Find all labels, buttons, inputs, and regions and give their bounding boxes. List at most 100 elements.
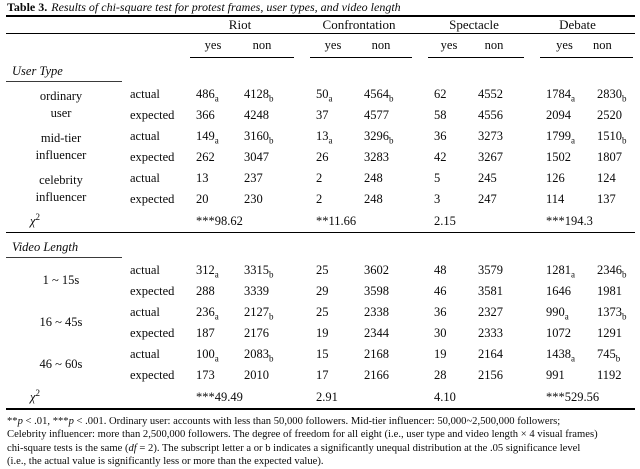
cell-confrontation-non: 2168 bbox=[364, 347, 389, 361]
cell-spectacle-yes: 3 bbox=[434, 192, 441, 206]
cell-riot-non: 3160b bbox=[244, 129, 274, 146]
cell-confrontation-non: 4564b bbox=[364, 87, 394, 104]
cell-spectacle-yes: 58 bbox=[434, 108, 447, 122]
cell-debate-yes: 2094 bbox=[546, 108, 571, 122]
cell-spectacle-non: 3273 bbox=[478, 129, 503, 143]
chi-value-riot: ***98.62 bbox=[196, 213, 243, 228]
cell-confrontation-non: 248 bbox=[364, 171, 383, 185]
section-header-user-type: User Type bbox=[6, 64, 122, 82]
row-type-expected: expected bbox=[130, 108, 175, 122]
chi-value-confrontation: **11.66 bbox=[316, 213, 357, 228]
cell-debate-non: 745b bbox=[597, 347, 621, 364]
cell-riot-yes: 173 bbox=[196, 368, 215, 382]
cell-spectacle-non: 247 bbox=[478, 192, 497, 206]
cell-spectacle-yes: 48 bbox=[434, 263, 447, 277]
cell-confrontation-non: 4577 bbox=[364, 108, 389, 122]
row-type-actual: actual bbox=[130, 263, 160, 277]
subheader-spectacle-yes: yes bbox=[440, 38, 458, 52]
cell-debate-non: 1192 bbox=[597, 368, 622, 382]
group-header-spectacle: Spectacle bbox=[428, 17, 540, 34]
cell-riot-non: 3047 bbox=[244, 150, 269, 164]
table-caption: Results of chi-square test for protest f… bbox=[51, 0, 401, 14]
row-type-expected: expected bbox=[130, 284, 175, 298]
cell-debate-non: 2520 bbox=[597, 108, 622, 122]
cell-confrontation-non: 2338 bbox=[364, 305, 389, 319]
row-label-mid-tier-influencer: mid-tier influencer bbox=[35, 130, 87, 163]
footnote-line: Celebrity influencer: more than 2,500,00… bbox=[7, 429, 598, 441]
cell-riot-non: 237 bbox=[244, 171, 263, 185]
cell-debate-yes: 990a bbox=[546, 305, 569, 322]
cell-confrontation-non: 3598 bbox=[364, 284, 389, 298]
cell-riot-non: 230 bbox=[244, 192, 263, 206]
cell-riot-yes: 312a bbox=[196, 263, 219, 280]
cell-riot-non: 2083b bbox=[244, 347, 274, 364]
cell-spectacle-yes: 42 bbox=[434, 150, 447, 164]
cell-confrontation-yes: 37 bbox=[316, 108, 329, 122]
cell-riot-yes: 187 bbox=[196, 326, 215, 340]
cell-debate-yes: 1646 bbox=[546, 284, 571, 298]
cell-spectacle-non: 4552 bbox=[478, 87, 503, 101]
cell-spectacle-yes: 36 bbox=[434, 305, 447, 319]
cell-riot-yes: 100a bbox=[196, 347, 219, 364]
cell-spectacle-non: 4556 bbox=[478, 108, 503, 122]
cell-confrontation-yes: 17 bbox=[316, 368, 329, 382]
table-row-ordinary-user-actual: ordinary user actual 486a 4128b 50a 4564b 62 455… bbox=[6, 84, 635, 120]
row-type-expected: expected bbox=[130, 368, 175, 382]
cell-riot-yes: 366 bbox=[196, 108, 215, 122]
cell-confrontation-non: 3296b bbox=[364, 129, 394, 146]
table-row-ordinary-user-expected: expected 366 4248 37 4577 58 4556 2094 2520 bbox=[6, 105, 635, 126]
table-title: Table 3. Results of chi-square test for p… bbox=[6, 1, 635, 17]
cell-confrontation-yes: 25 bbox=[316, 263, 329, 277]
cell-spectacle-yes: 19 bbox=[434, 347, 447, 361]
section-header-row-video-length: Video Length bbox=[6, 232, 635, 260]
cell-spectacle-yes: 62 bbox=[434, 87, 447, 101]
cell-riot-yes: 236a bbox=[196, 305, 219, 322]
row-type-actual: actual bbox=[130, 87, 160, 101]
table-row-celebrity-influencer-actual: celebrity influencer actual 13 237 2 248 5 245 12… bbox=[6, 168, 635, 204]
table-row-celebrity-influencer-expected: expected 20 230 2 248 3 247 114 137 bbox=[6, 189, 635, 210]
row-type-actual: actual bbox=[130, 171, 160, 185]
subheader-debate-non: non bbox=[593, 38, 612, 52]
cell-debate-yes: 991 bbox=[546, 368, 565, 382]
cell-confrontation-yes: 2 bbox=[316, 171, 323, 185]
footnote-line: chi-square tests is the same (df = 2). T… bbox=[7, 442, 581, 454]
cell-spectacle-non: 2333 bbox=[478, 326, 503, 340]
cell-spectacle-yes: 46 bbox=[434, 284, 447, 298]
subheader-riot-yes: yes bbox=[204, 38, 222, 52]
yes-non-header-row: yes non yes non yes non yes non bbox=[6, 34, 635, 56]
pair-rule-debate bbox=[540, 55, 635, 59]
cell-riot-yes: 20 bbox=[196, 192, 209, 206]
cell-debate-yes: 1799a bbox=[546, 129, 575, 146]
group-header-debate: Debate bbox=[540, 17, 635, 34]
table-row-mid-tier-influencer-actual: mid-tier influencer actual 149a 3160b 13a 3296… bbox=[6, 126, 635, 162]
row-label-1-15s: 1 ~ 15s bbox=[42, 273, 80, 288]
chi-value-riot: ***49.49 bbox=[196, 389, 243, 404]
table-row-1-15s-expected: expected 288 3339 29 3598 46 3581 1646 1981 bbox=[6, 281, 635, 302]
cell-riot-non: 3315b bbox=[244, 263, 274, 280]
cell-debate-yes: 1438a bbox=[546, 347, 575, 364]
cell-spectacle-non: 2164 bbox=[478, 347, 503, 361]
cell-riot-non: 4248 bbox=[244, 108, 269, 122]
footnote-line: (i.e., the actual value is significantly… bbox=[7, 456, 324, 468]
cell-spectacle-yes: 30 bbox=[434, 326, 447, 340]
cell-confrontation-non: 3602 bbox=[364, 263, 389, 277]
cell-debate-non: 2830b bbox=[597, 87, 627, 104]
chi-square-row-user-type: χ2 ***98.62 **11.66 2.15 ***194.3 bbox=[6, 210, 635, 233]
frame-group-header-row: Riot Confrontation Spectacle Debate bbox=[6, 17, 635, 34]
footnote-line: **p < .01, ***p < .001. Ordinary user: a… bbox=[7, 416, 561, 427]
chi-value-spectacle: 2.15 bbox=[434, 213, 456, 228]
cell-debate-yes: 126 bbox=[546, 171, 565, 185]
row-label-celebrity-influencer: celebrity influencer bbox=[35, 172, 87, 205]
row-label-16-45s: 16 ~ 45s bbox=[39, 315, 83, 330]
row-label-ordinary-user: ordinary user bbox=[39, 88, 83, 121]
subheader-spectacle-non: non bbox=[484, 38, 504, 52]
section-header-row-user-type: User Type bbox=[6, 59, 635, 84]
chi-square-label: χ2 bbox=[30, 387, 40, 404]
table-row-46-60s-actual: 46 ~ 60s actual 100a 2083b 15 2168 19 2164 1438a… bbox=[6, 344, 635, 371]
cell-confrontation-non: 248 bbox=[364, 192, 383, 206]
cell-debate-non: 2346b bbox=[597, 263, 627, 280]
cell-riot-yes: 486a bbox=[196, 87, 219, 104]
group-header-confrontation: Confrontation bbox=[310, 17, 428, 34]
cell-confrontation-non: 2344 bbox=[364, 326, 389, 340]
